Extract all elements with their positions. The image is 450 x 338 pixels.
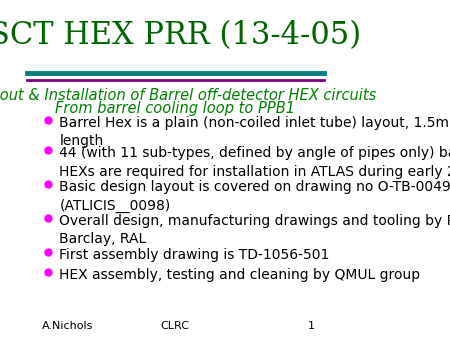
- Text: Layout & Installation of Barrel off-detector HEX circuits: Layout & Installation of Barrel off-dete…: [0, 88, 376, 103]
- Text: A.Nichols: A.Nichols: [41, 321, 93, 331]
- Text: 44 (with 11 sub-types, defined by angle of pipes only) barrel
HEXs are required : 44 (with 11 sub-types, defined by angle …: [59, 146, 450, 179]
- Text: 1: 1: [308, 321, 315, 331]
- Text: CLRC: CLRC: [161, 321, 190, 331]
- Text: HEX assembly, testing and cleaning by QMUL group: HEX assembly, testing and cleaning by QM…: [59, 268, 421, 282]
- Text: SCT HEX PRR (13-4-05): SCT HEX PRR (13-4-05): [0, 20, 361, 51]
- Text: Basic design layout is covered on drawing no O-TB-0049-741
(ATLICIS__0098): Basic design layout is covered on drawin…: [59, 180, 450, 213]
- Text: First assembly drawing is TD-1056-501: First assembly drawing is TD-1056-501: [59, 248, 330, 262]
- Text: From barrel cooling loop to PPB1: From barrel cooling loop to PPB1: [55, 101, 295, 116]
- Text: Overall design, manufacturing drawings and tooling by Paul
Barclay, RAL: Overall design, manufacturing drawings a…: [59, 214, 450, 246]
- Text: Barrel Hex is a plain (non-coiled inlet tube) layout, 1.5m active
length: Barrel Hex is a plain (non-coiled inlet …: [59, 116, 450, 148]
